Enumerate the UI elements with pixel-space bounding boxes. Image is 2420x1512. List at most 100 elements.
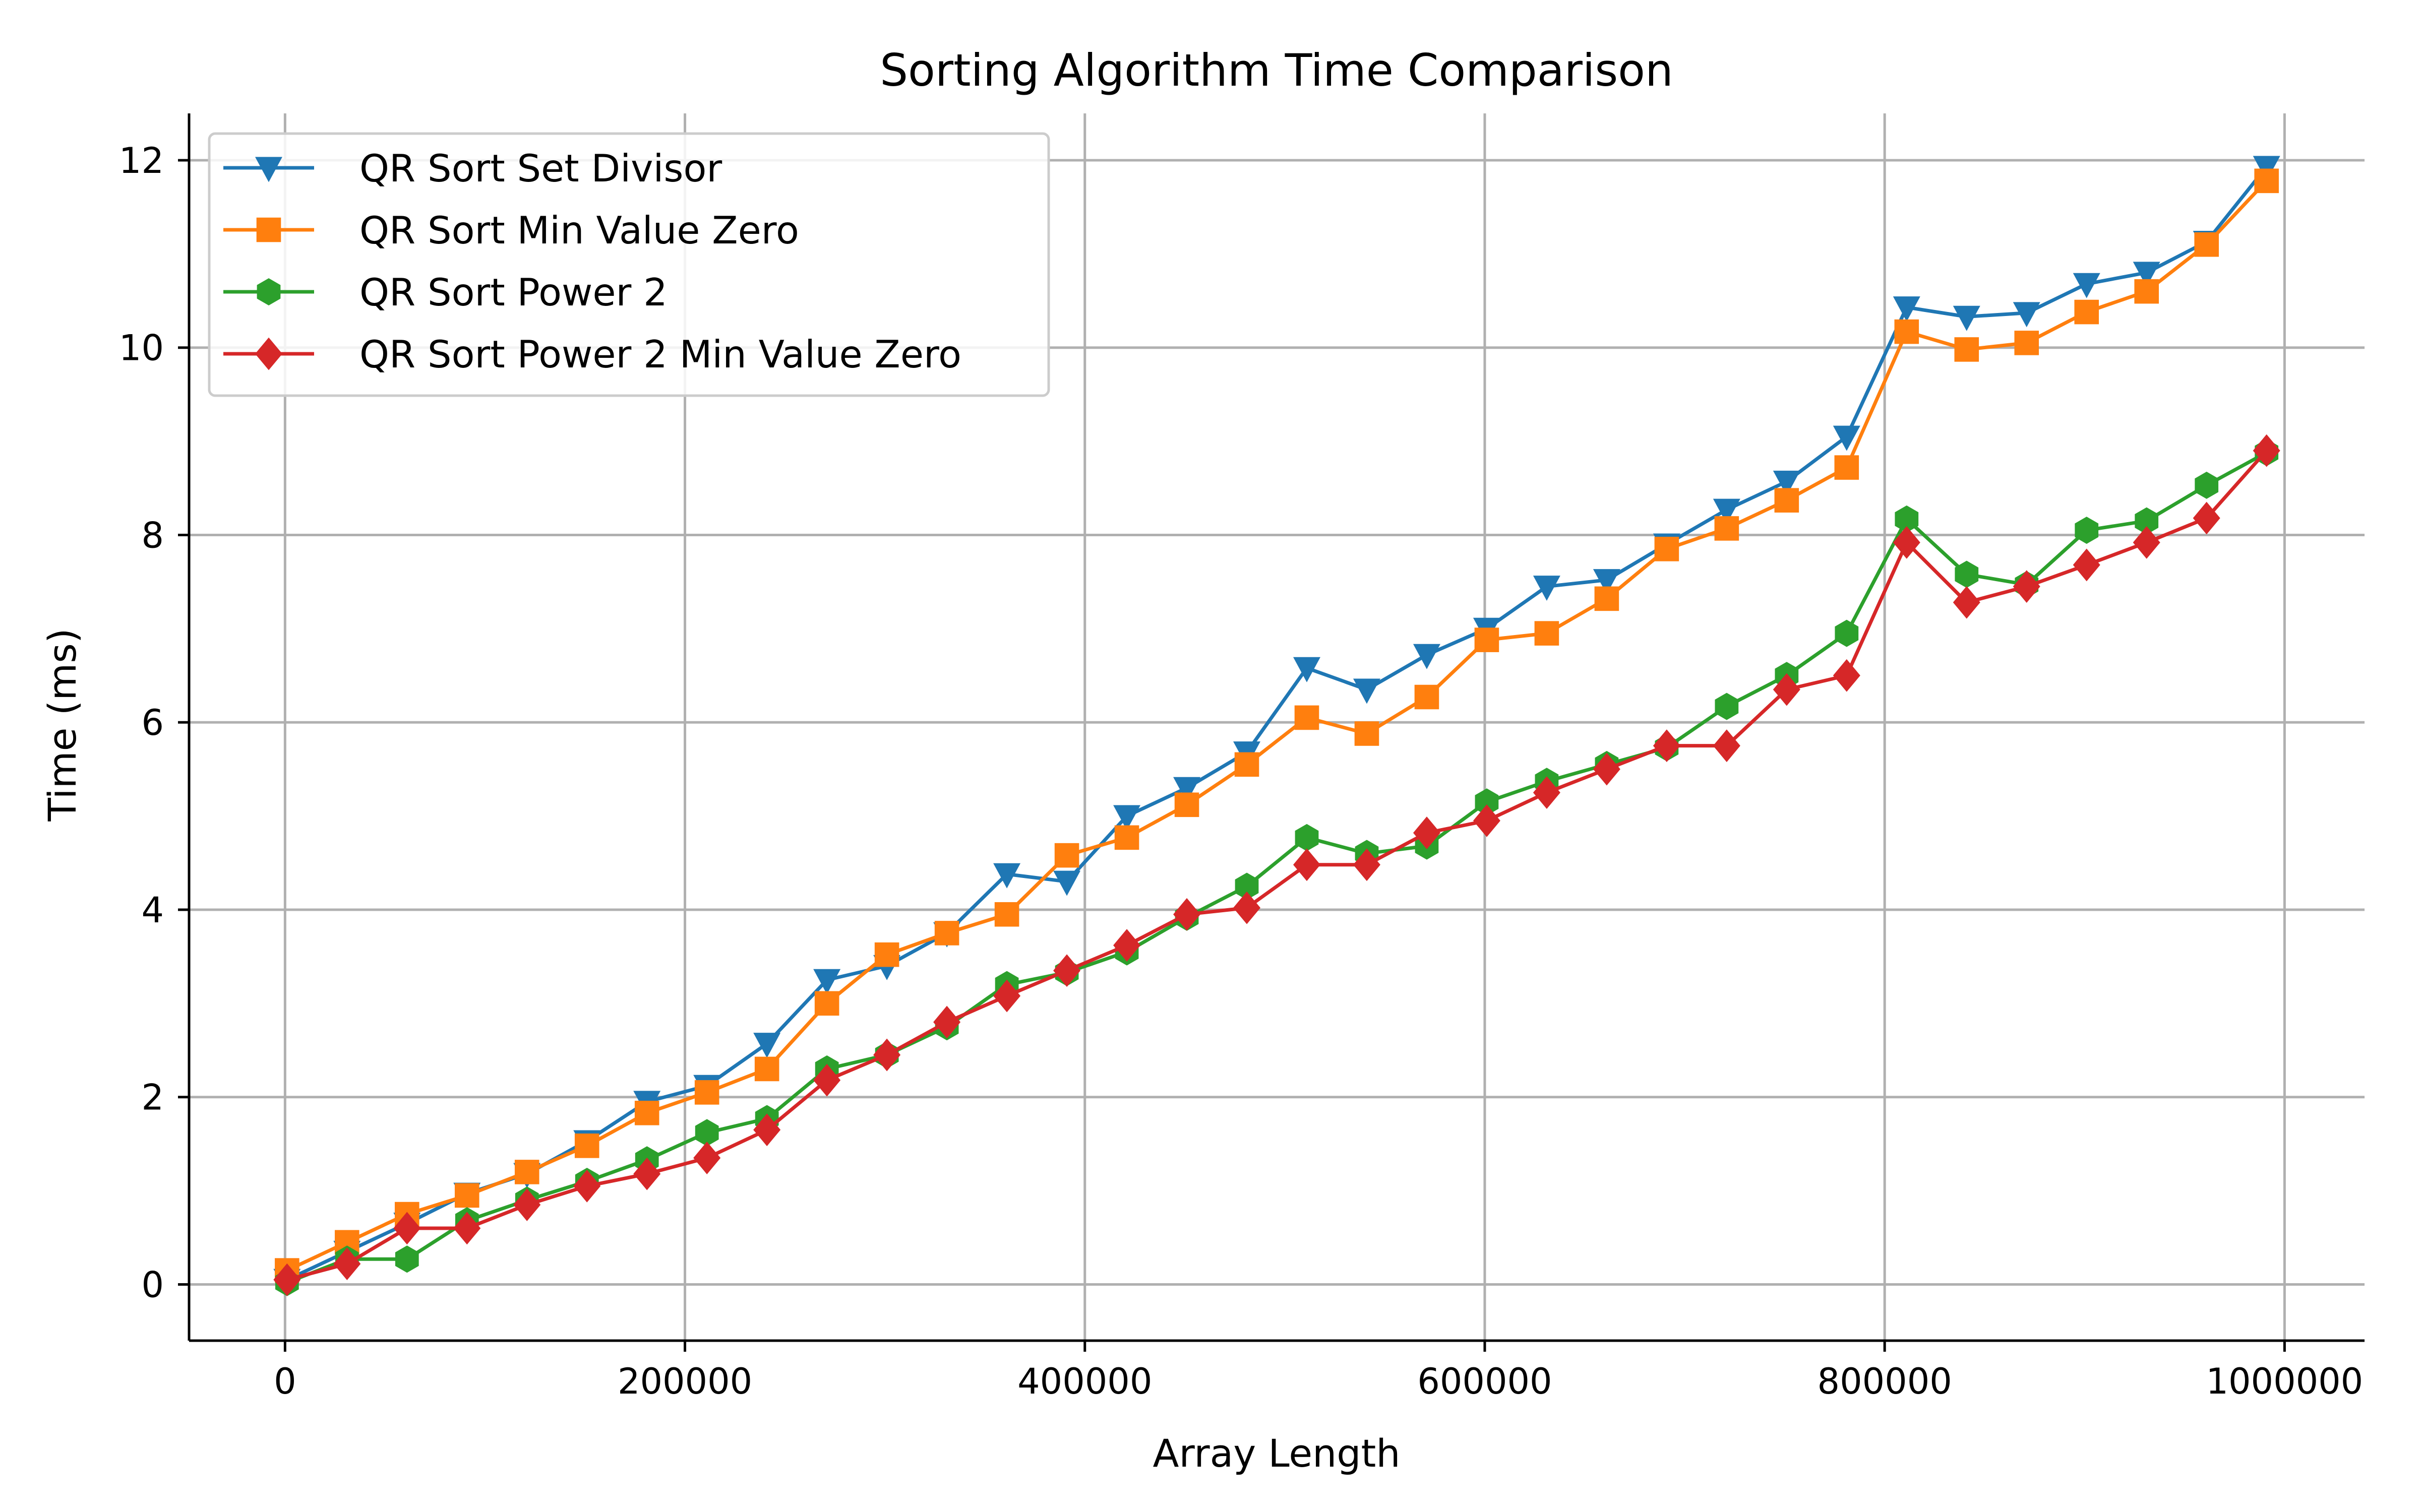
- data-point: [2253, 156, 2280, 181]
- data-point: [1594, 586, 1619, 611]
- data-point: [2074, 299, 2099, 325]
- data-point: [573, 1169, 601, 1203]
- legend-label: QR Sort Power 2: [359, 270, 668, 314]
- data-point: [993, 863, 1021, 889]
- data-point: [1173, 898, 1201, 931]
- legend-marker: [257, 278, 281, 305]
- ticks: 0 200000 400000 600000 800000 1000000 0 2 4 6 8 10 1…: [119, 140, 2363, 1402]
- data-point: [693, 1142, 721, 1174]
- data-point: [933, 1005, 961, 1039]
- data-point: [1054, 843, 1079, 868]
- data-point: [1354, 721, 1379, 746]
- y-axis-label: Time (ms): [40, 628, 85, 822]
- y-tick-label: 4: [141, 890, 164, 931]
- data-point: [1893, 526, 1920, 559]
- data-point: [2195, 471, 2219, 499]
- data-point: [1714, 516, 1739, 541]
- data-point: [1533, 576, 1560, 601]
- x-tick-label: 800000: [1818, 1361, 1952, 1402]
- data-point: [1954, 337, 1979, 362]
- y-tick-label: 0: [141, 1264, 164, 1305]
- data-point: [2014, 331, 2039, 355]
- data-point: [1894, 319, 1919, 344]
- legend-marker: [255, 337, 282, 370]
- axes: [188, 113, 2365, 1342]
- data-point: [1475, 788, 1499, 816]
- data-point: [1053, 954, 1081, 987]
- data-point: [1654, 537, 1679, 561]
- data-point: [2133, 526, 2160, 559]
- legend-box: [208, 132, 1050, 397]
- data-point: [1233, 891, 1261, 924]
- series-line: [286, 179, 2268, 1272]
- data-point: [1653, 729, 1680, 763]
- data-point: [1713, 729, 1740, 763]
- chart-title: Sorting Algorithm Time Comparison: [880, 44, 1673, 96]
- data-point: [574, 1133, 599, 1158]
- series-line: [286, 449, 2268, 1282]
- data-point: [993, 979, 1021, 1013]
- data-point: [754, 1056, 779, 1082]
- x-tick-label: 0: [274, 1361, 296, 1402]
- data-point: [694, 1080, 719, 1105]
- data-point: [1834, 455, 1859, 480]
- data-point: [1234, 752, 1259, 777]
- data-point: [1593, 752, 1620, 786]
- data-point: [1414, 684, 1439, 710]
- data-point: [453, 1212, 481, 1245]
- series-group: [273, 156, 2280, 1296]
- data-point: [1113, 805, 1141, 831]
- data-point: [1114, 825, 1139, 850]
- data-point: [813, 1063, 841, 1097]
- legend-marker: [255, 157, 282, 182]
- legend: QR Sort Set Divisor QR Sort Min Value Zer…: [208, 132, 1050, 397]
- data-point: [2134, 279, 2159, 304]
- data-point: [2253, 434, 2280, 467]
- data-point: [1534, 621, 1559, 646]
- y-tick-label: 8: [141, 515, 164, 556]
- data-point: [1773, 470, 1800, 496]
- data-point: [2194, 232, 2219, 257]
- data-point: [814, 991, 839, 1016]
- data-point: [1773, 673, 1800, 706]
- data-point: [813, 969, 841, 994]
- data-point: [333, 1247, 361, 1280]
- data-point: [395, 1245, 419, 1273]
- data-point: [633, 1157, 661, 1190]
- data-point: [1953, 586, 1980, 619]
- data-point: [1893, 296, 1920, 322]
- data-point: [934, 921, 959, 946]
- legend-item: QR Sort Set Divisor: [223, 146, 722, 191]
- data-point: [2013, 302, 2040, 328]
- legend-label: QR Sort Set Divisor: [359, 146, 722, 191]
- data-point: [1353, 848, 1380, 881]
- data-point: [753, 1033, 781, 1058]
- data-point: [2073, 273, 2100, 298]
- data-point: [393, 1212, 421, 1245]
- data-point: [1774, 488, 1799, 513]
- data-point: [1955, 560, 1979, 588]
- data-point: [1053, 870, 1081, 896]
- data-point: [1293, 657, 1320, 682]
- data-point: [1713, 498, 1740, 524]
- series-line: [286, 165, 2268, 1282]
- data-point: [514, 1160, 539, 1184]
- series-line: [286, 451, 2268, 1285]
- data-point: [454, 1183, 479, 1208]
- data-point: [2013, 570, 2040, 603]
- legend-item: QR Sort Min Value Zero: [223, 208, 799, 253]
- data-point: [2075, 517, 2099, 544]
- data-point: [874, 942, 899, 967]
- legend-item: QR Sort Power 2: [223, 270, 668, 314]
- data-point: [873, 1038, 901, 1072]
- series-2: [275, 168, 2279, 1283]
- data-point: [1715, 692, 1739, 720]
- x-axis-label: Array Length: [1153, 1431, 1401, 1476]
- x-tick-label: 200000: [618, 1361, 752, 1402]
- data-point: [1473, 804, 1500, 837]
- data-point: [2073, 548, 2100, 582]
- data-point: [1895, 505, 1919, 533]
- data-point: [513, 1188, 541, 1221]
- data-point: [1353, 678, 1380, 704]
- data-point: [273, 1263, 301, 1296]
